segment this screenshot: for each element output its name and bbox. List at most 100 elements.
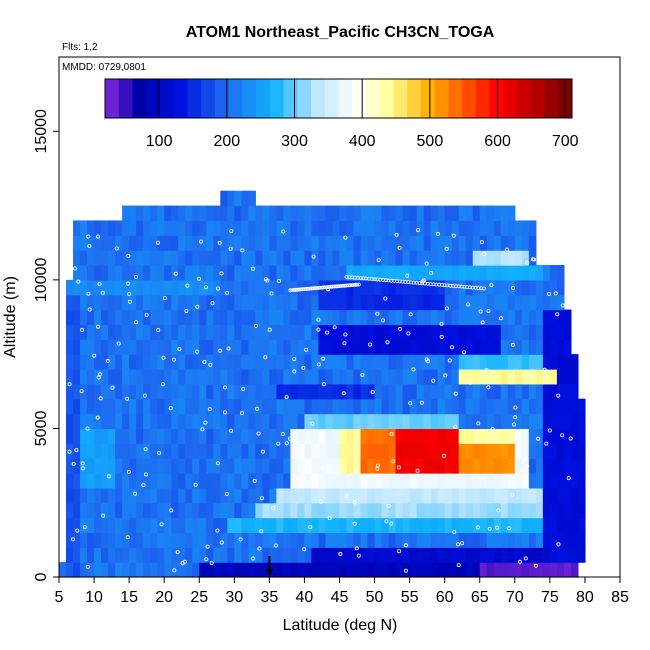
heatmap-cell <box>437 354 446 370</box>
heatmap-cell <box>192 250 200 266</box>
heatmap-cell <box>465 324 474 340</box>
heatmap-cell <box>479 354 488 370</box>
heatmap-cell <box>444 383 453 400</box>
heatmap-cell <box>528 383 537 400</box>
heatmap-cell <box>514 324 523 340</box>
heatmap-cell <box>262 532 270 548</box>
heatmap-cell <box>269 205 277 222</box>
heatmap-cell <box>206 309 214 326</box>
heatmap-cell <box>101 562 109 578</box>
heatmap-cell <box>206 428 214 444</box>
sample-point <box>207 407 212 412</box>
heatmap-cell <box>150 547 158 563</box>
heatmap-cell <box>115 502 123 519</box>
heatmap-cell <box>507 235 516 251</box>
heatmap-cell <box>486 547 495 563</box>
heatmap-cell <box>283 517 292 534</box>
heatmap-cell <box>87 487 95 504</box>
heatmap-cell <box>241 354 249 370</box>
heatmap-cell <box>164 383 172 400</box>
heatmap-cell <box>388 250 397 266</box>
heatmap-cell <box>234 324 242 340</box>
heatmap-cell <box>115 532 123 548</box>
heatmap-cell <box>374 502 383 519</box>
heatmap-cell <box>458 220 467 236</box>
heatmap-cell <box>409 354 418 370</box>
heatmap-cell <box>311 235 320 251</box>
heatmap-cell <box>101 547 109 563</box>
heatmap-cell <box>213 383 221 400</box>
heatmap-cell <box>423 354 432 370</box>
heatmap-cell <box>262 339 270 355</box>
heatmap-cell <box>143 502 151 519</box>
heatmap-cell <box>206 502 214 519</box>
heatmap-cell <box>549 398 558 415</box>
heatmap-cell <box>549 458 558 474</box>
heatmap-cell <box>80 428 88 444</box>
sample-point <box>298 287 303 292</box>
heatmap-cell <box>185 354 193 370</box>
heatmap-cell <box>136 339 144 355</box>
heatmap-cell <box>332 443 341 459</box>
heatmap-cell <box>444 517 453 534</box>
heatmap-cell <box>360 443 369 459</box>
heatmap-cell <box>514 279 523 296</box>
heatmap-cell <box>80 324 88 340</box>
heatmap-cell <box>430 294 439 311</box>
heatmap-cell <box>451 324 460 340</box>
heatmap-cell <box>290 502 299 519</box>
heatmap-cell <box>248 473 256 489</box>
heatmap-cell <box>332 205 341 222</box>
heatmap-cell <box>220 487 228 504</box>
heatmap-cell <box>500 428 509 444</box>
heatmap-cell <box>143 532 151 548</box>
colorbar-segment <box>324 79 339 118</box>
heatmap-cell <box>227 517 235 534</box>
heatmap-cell <box>227 339 235 355</box>
heatmap-cell <box>283 354 292 370</box>
sample-point <box>408 312 413 317</box>
heatmap-cell <box>381 458 390 474</box>
sample-point <box>411 367 416 372</box>
heatmap-cell <box>115 324 123 340</box>
heatmap-cell <box>297 547 306 563</box>
heatmap-cell <box>206 413 214 430</box>
heatmap-cell <box>346 517 355 534</box>
heatmap-cell <box>248 398 256 415</box>
sample-point <box>498 316 503 321</box>
heatmap-cell <box>346 443 355 459</box>
sample-point <box>421 278 426 283</box>
sample-point <box>397 549 402 554</box>
sample-point <box>478 309 483 314</box>
heatmap-cell <box>255 473 263 489</box>
heatmap-cell <box>227 220 235 236</box>
sample-point <box>300 287 305 292</box>
heatmap-cell <box>129 309 137 326</box>
heatmap-cell <box>122 354 130 370</box>
heatmap-cell <box>108 235 116 251</box>
heatmap-cell <box>66 398 74 415</box>
heatmap-cell <box>423 487 432 504</box>
heatmap-cell <box>451 562 460 578</box>
heatmap-cell <box>465 220 474 236</box>
heatmap-cell <box>122 220 130 236</box>
heatmap-cell <box>535 458 544 474</box>
heatmap-cell <box>101 413 109 430</box>
heatmap-cell <box>332 383 341 400</box>
heatmap-cell <box>150 235 158 251</box>
heatmap-cell <box>255 369 263 385</box>
heatmap-cell <box>269 369 277 385</box>
heatmap-cell <box>395 324 404 340</box>
heatmap-cell <box>80 279 88 296</box>
heatmap-cell <box>108 354 116 370</box>
heatmap-cell <box>409 309 418 326</box>
heatmap-cell <box>423 547 432 563</box>
heatmap-cell <box>388 517 397 534</box>
heatmap-cell <box>472 562 481 578</box>
heatmap-cell <box>318 354 327 370</box>
sample-point <box>353 282 358 287</box>
heatmap-cell <box>73 354 81 370</box>
heatmap-cell <box>311 369 320 385</box>
heatmap-cell <box>276 339 284 355</box>
heatmap-cell <box>437 279 446 296</box>
